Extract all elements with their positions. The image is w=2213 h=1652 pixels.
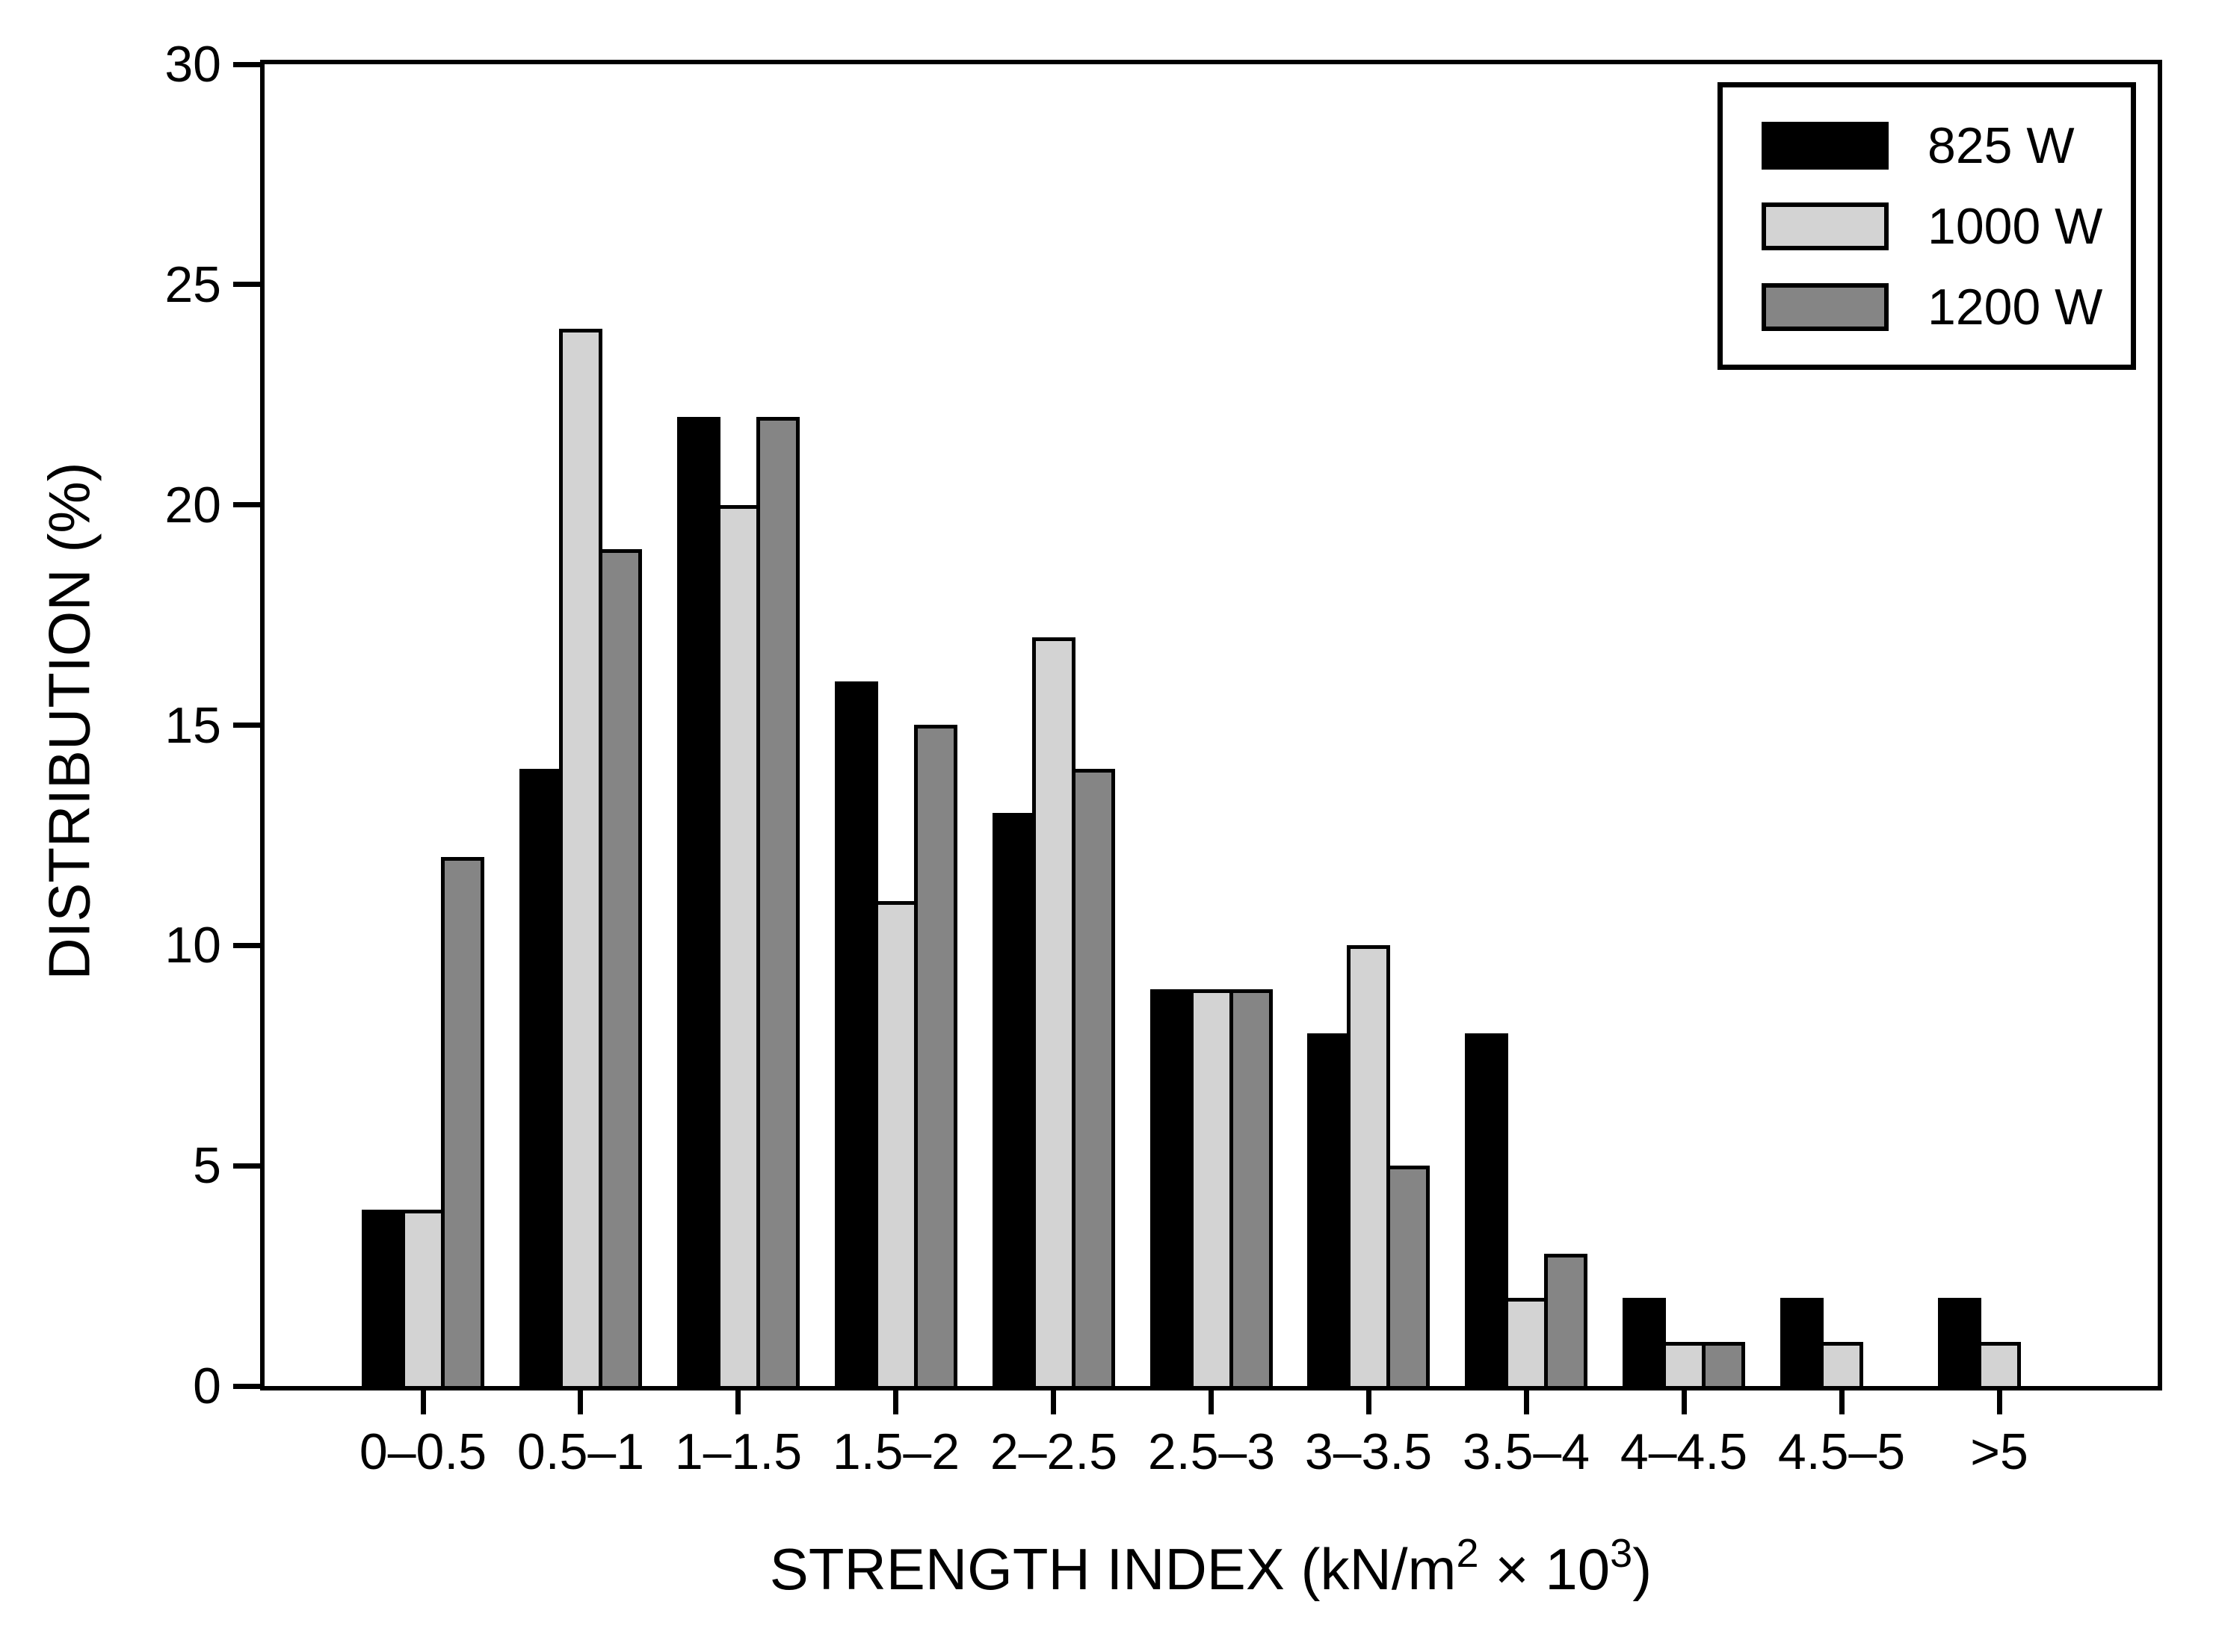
bar-series2-cat7 xyxy=(1544,1254,1587,1386)
bar-series0-cat2 xyxy=(677,417,720,1386)
x-axis-tick-label: 2–2.5 xyxy=(990,1423,1118,1480)
x-axis-tick xyxy=(1051,1390,1056,1414)
y-axis-tick xyxy=(233,62,260,67)
bar-series1-cat2 xyxy=(717,505,760,1386)
legend-label-2: 1200 W xyxy=(1927,278,2103,335)
plot-area xyxy=(260,60,2162,1390)
x-axis-tick-label: 3.5–4 xyxy=(1462,1423,1590,1480)
bar-series1-cat9 xyxy=(1820,1342,1863,1386)
x-axis-tick-label: 1–1.5 xyxy=(674,1423,803,1480)
x-axis-tick xyxy=(1997,1390,2002,1414)
x-axis-tick-label: 2.5–3 xyxy=(1147,1423,1276,1480)
x-axis-tick xyxy=(1524,1390,1529,1414)
y-axis-tick xyxy=(233,282,260,287)
y-axis-tick xyxy=(233,723,260,728)
y-axis-tick xyxy=(233,1163,260,1169)
x-axis-tick-label: 4.5–5 xyxy=(1777,1423,1906,1480)
bar-series2-cat0 xyxy=(441,857,484,1386)
x-axis-tick xyxy=(1366,1390,1371,1414)
bar-series0-cat3 xyxy=(835,681,878,1386)
x-axis-tick xyxy=(735,1390,741,1414)
bar-series2-cat6 xyxy=(1386,1166,1430,1386)
x-axis-tick xyxy=(578,1390,583,1414)
bar-series0-cat6 xyxy=(1307,1033,1351,1386)
bar-series1-cat5 xyxy=(1190,989,1233,1386)
bar-series0-cat0 xyxy=(362,1210,405,1386)
bar-series0-cat7 xyxy=(1465,1033,1508,1386)
x-axis-tick-label: 3–3.5 xyxy=(1304,1423,1433,1480)
bar-series0-cat5 xyxy=(1150,989,1194,1386)
bar-series1-cat0 xyxy=(401,1210,445,1386)
y-axis-tick-label: 0 xyxy=(193,1358,221,1414)
y-axis-tick-label: 30 xyxy=(164,36,221,93)
x-axis-tick xyxy=(421,1390,426,1414)
y-axis-tick xyxy=(233,943,260,948)
y-axis-tick-label: 25 xyxy=(164,256,221,313)
x-axis-tick-label: 1.5–2 xyxy=(832,1423,960,1480)
x-axis-title-superscript: 3 xyxy=(1610,1531,1633,1577)
legend-row-2: 1200 W xyxy=(1762,282,2131,332)
bar-series0-cat1 xyxy=(519,769,563,1386)
x-axis-title: STRENGTH INDEX (kN/m2 × 103) xyxy=(769,1531,1652,1603)
x-axis-tick-label: 0.5–1 xyxy=(516,1423,645,1480)
y-axis-tick-label: 5 xyxy=(193,1137,221,1194)
x-axis-tick-label: 4–4.5 xyxy=(1620,1423,1748,1480)
x-axis-tick xyxy=(1682,1390,1687,1414)
bar-series1-cat10 xyxy=(1978,1342,2021,1386)
legend-row-0: 825 W xyxy=(1762,120,2131,171)
x-axis-title-text: ) xyxy=(1632,1536,1652,1602)
x-axis-tick-label: 0–0.5 xyxy=(359,1423,487,1480)
x-axis-tick xyxy=(893,1390,898,1414)
bar-series2-cat4 xyxy=(1072,769,1115,1386)
bar-series0-cat4 xyxy=(993,813,1036,1386)
bar-series2-cat8 xyxy=(1702,1342,1745,1386)
y-axis-tick-label: 15 xyxy=(164,697,221,754)
bar-series2-cat2 xyxy=(756,417,800,1386)
bar-series2-cat5 xyxy=(1229,989,1273,1386)
legend-label-1: 1000 W xyxy=(1927,197,2103,255)
bar-series1-cat7 xyxy=(1504,1298,1548,1386)
y-axis-tick-label: 20 xyxy=(164,477,221,533)
x-axis-tick xyxy=(1839,1390,1845,1414)
x-axis-tick-label: >5 xyxy=(1970,1423,2028,1480)
legend: 825 W 1000 W 1200 W xyxy=(1717,82,2136,370)
bar-series0-cat8 xyxy=(1623,1298,1666,1386)
bar-series1-cat6 xyxy=(1347,945,1390,1386)
x-axis-tick xyxy=(1209,1390,1214,1414)
bar-series0-cat10 xyxy=(1938,1298,1981,1386)
y-axis-tick-label: 10 xyxy=(164,917,221,974)
x-axis-title-text: × 10 xyxy=(1478,1536,1611,1602)
legend-swatch-1 xyxy=(1762,202,1889,250)
legend-row-1: 1000 W xyxy=(1762,201,2131,252)
bar-series0-cat9 xyxy=(1780,1298,1824,1386)
legend-label-0: 825 W xyxy=(1927,117,2075,174)
bar-series1-cat8 xyxy=(1662,1342,1706,1386)
y-axis-tick xyxy=(233,1384,260,1389)
y-axis-tick xyxy=(233,502,260,507)
x-axis-title-superscript: 2 xyxy=(1456,1531,1479,1577)
bar-series1-cat4 xyxy=(1032,637,1075,1386)
legend-swatch-2 xyxy=(1762,282,1889,331)
legend-swatch-0 xyxy=(1762,121,1889,170)
bar-series2-cat3 xyxy=(914,725,957,1386)
bar-series2-cat1 xyxy=(599,549,642,1386)
bar-series1-cat3 xyxy=(874,901,918,1386)
bar-series1-cat1 xyxy=(559,329,602,1386)
x-axis-title-text: STRENGTH INDEX (kN/m xyxy=(769,1536,1457,1602)
